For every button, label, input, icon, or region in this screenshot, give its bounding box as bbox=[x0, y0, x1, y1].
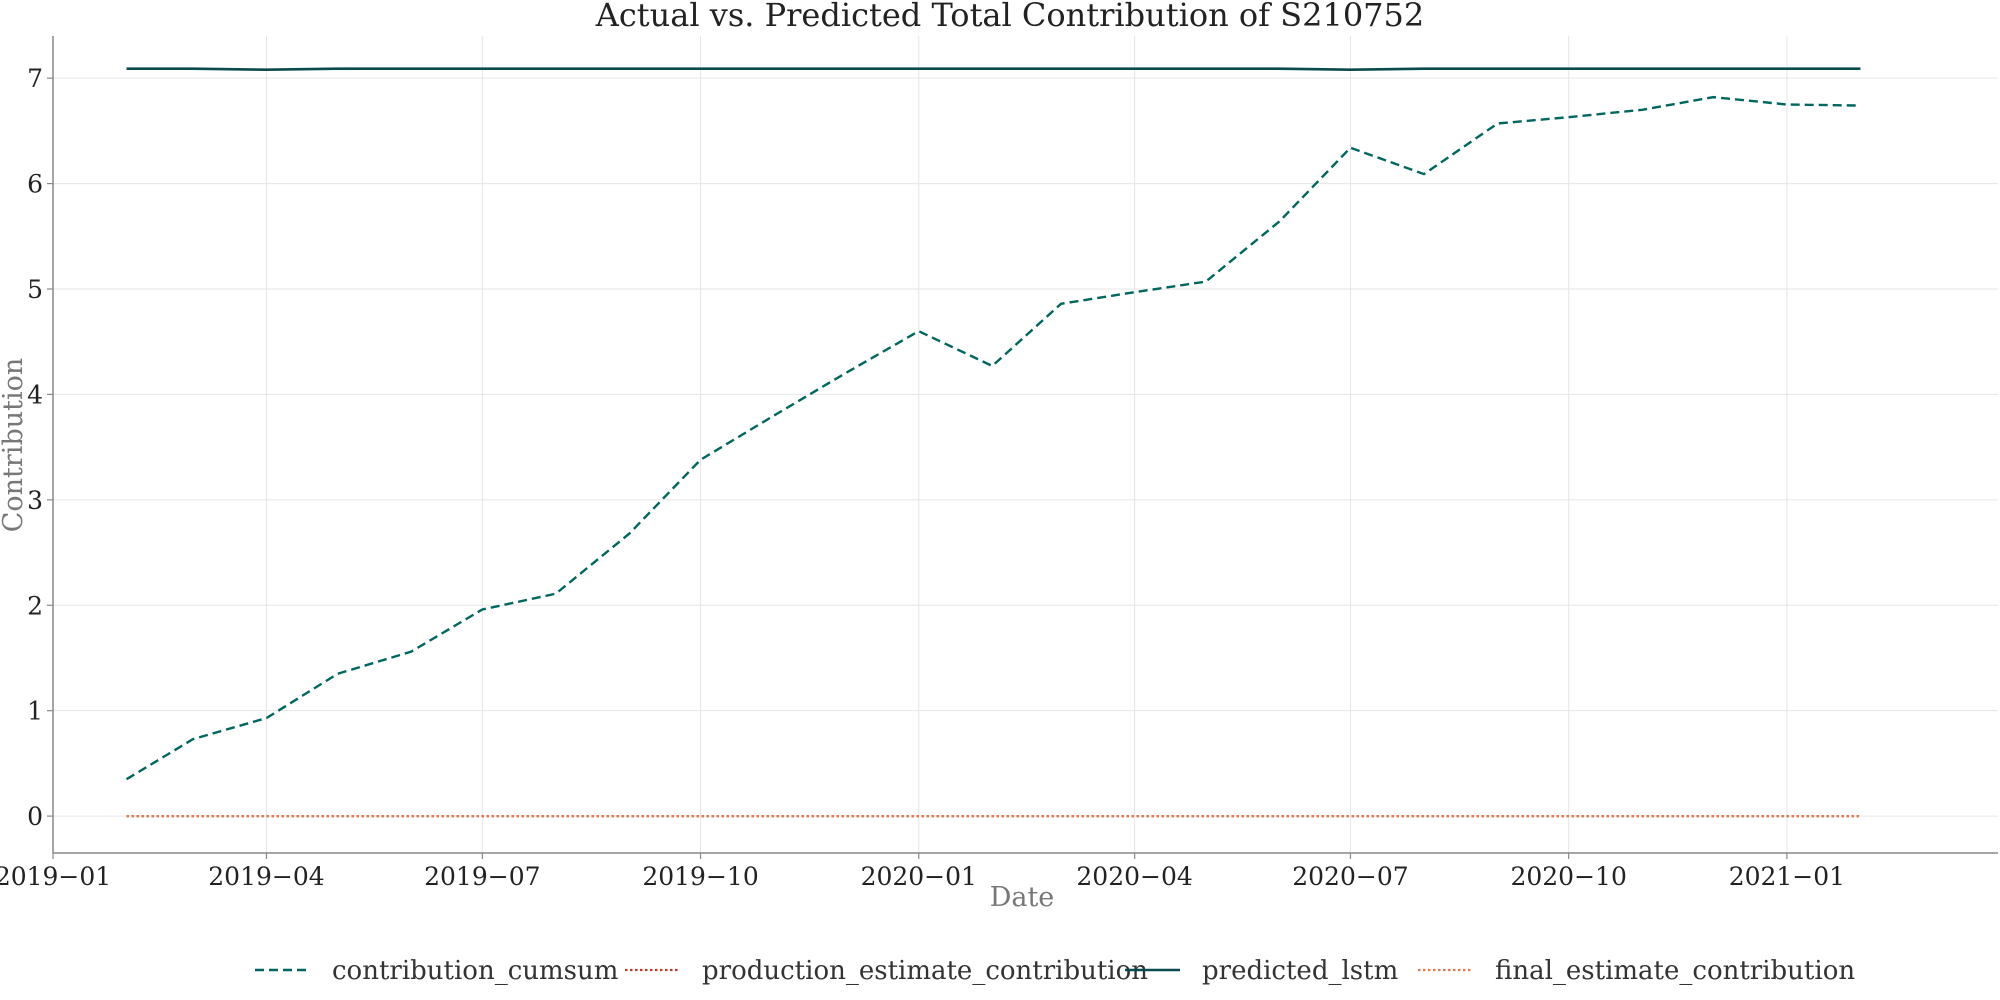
y-tick-label: 7 bbox=[27, 64, 43, 93]
axes bbox=[47, 36, 1998, 859]
y-tick-label: 5 bbox=[27, 275, 43, 304]
x-tick-label: 2019−07 bbox=[424, 862, 540, 891]
x-tick-label: 2020−01 bbox=[861, 862, 977, 891]
y-tick-label: 1 bbox=[27, 697, 43, 726]
y-tick-label: 0 bbox=[27, 802, 43, 831]
y-axis-title: Contribution bbox=[0, 358, 29, 533]
legend-label: contribution_cumsum bbox=[332, 956, 618, 986]
x-tick-label: 2019−10 bbox=[642, 862, 758, 891]
tick-labels: 2019−01 2019−04 2019−07 2019−10 2020−01 2020−… bbox=[0, 64, 1845, 891]
legend-label: predicted_lstm bbox=[1202, 956, 1398, 986]
y-tick-label: 6 bbox=[27, 170, 43, 199]
x-axis-title: Date bbox=[990, 882, 1055, 913]
chart-title: Actual vs. Predicted Total Contribution … bbox=[595, 0, 1425, 34]
series-group bbox=[125, 67, 1861, 818]
x-tick-label: 2021−01 bbox=[1729, 862, 1845, 891]
legend-label: final_estimate_contribution bbox=[1495, 956, 1855, 986]
y-tick-label: 2 bbox=[27, 591, 43, 620]
x-tick-label: 2019−04 bbox=[208, 862, 324, 891]
series-line-predicted-lstm bbox=[126, 67, 1861, 72]
legend-label: production_estimate_contribution bbox=[702, 956, 1148, 986]
x-tick-label: 2020−10 bbox=[1510, 862, 1626, 891]
legend: contribution_cumsum production_estimate_c… bbox=[255, 956, 1855, 986]
grid bbox=[52, 36, 1998, 853]
x-tick-label: 2020−04 bbox=[1076, 862, 1192, 891]
series-line-contribution-cumsum bbox=[125, 95, 1861, 781]
x-tick-label: 2020−07 bbox=[1292, 862, 1408, 891]
y-tick-label: 3 bbox=[27, 486, 43, 515]
y-tick-label: 4 bbox=[27, 380, 43, 409]
x-tick-label: 2019−01 bbox=[0, 862, 111, 891]
